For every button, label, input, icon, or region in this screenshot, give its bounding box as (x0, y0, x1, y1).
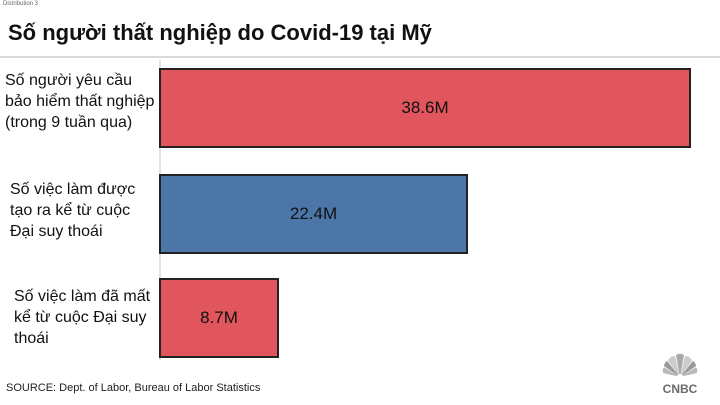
chart-title: Số người thất nghiệp do Covid-19 tại Mỹ (8, 20, 432, 45)
category-label-line: kể từ cuộc Đại suy (14, 309, 147, 326)
bar: 38.6M (159, 68, 691, 148)
title-divider (0, 56, 720, 58)
category-label-line: Đại suy thoái (10, 223, 103, 240)
category-label: Số việc làm được tạo ra kể từ cuộc Đại suy… (10, 179, 135, 242)
bar-value-label: 8.7M (200, 308, 238, 327)
category-label: Số người yêu cầu bảo hiểm thất nghiệp (tro… (5, 70, 154, 133)
category-label-line: Số việc làm đã mất (14, 288, 151, 305)
distribution-tag: Distribution 3 (3, 1, 39, 7)
category-label-line: tạo ra kể từ cuộc (10, 202, 131, 219)
category-label-line: (trong 9 tuần qua) (5, 114, 133, 131)
bar: 8.7M (159, 278, 279, 358)
bar-value-label: 22.4M (289, 204, 338, 223)
logo-wordmark: CNBC (663, 382, 698, 396)
source-note: SOURCE: Dept. of Labor, Bureau of Labor … (6, 382, 261, 394)
category-label-line: Số việc làm được (10, 181, 136, 198)
category-label-line: bảo hiểm thất nghiệp (5, 93, 155, 110)
category-label-line: thoái (14, 330, 49, 347)
bar-value-label: 38.6M (401, 98, 449, 117)
peacock-feathers (662, 353, 698, 380)
category-label: Số việc làm đã mất kể từ cuộc Đại suy thoá… (14, 286, 150, 349)
cnbc-peacock-logo: CNBC (662, 353, 698, 396)
bar: 22.4M (159, 174, 468, 254)
category-label-line: Số người yêu cầu (5, 72, 133, 89)
